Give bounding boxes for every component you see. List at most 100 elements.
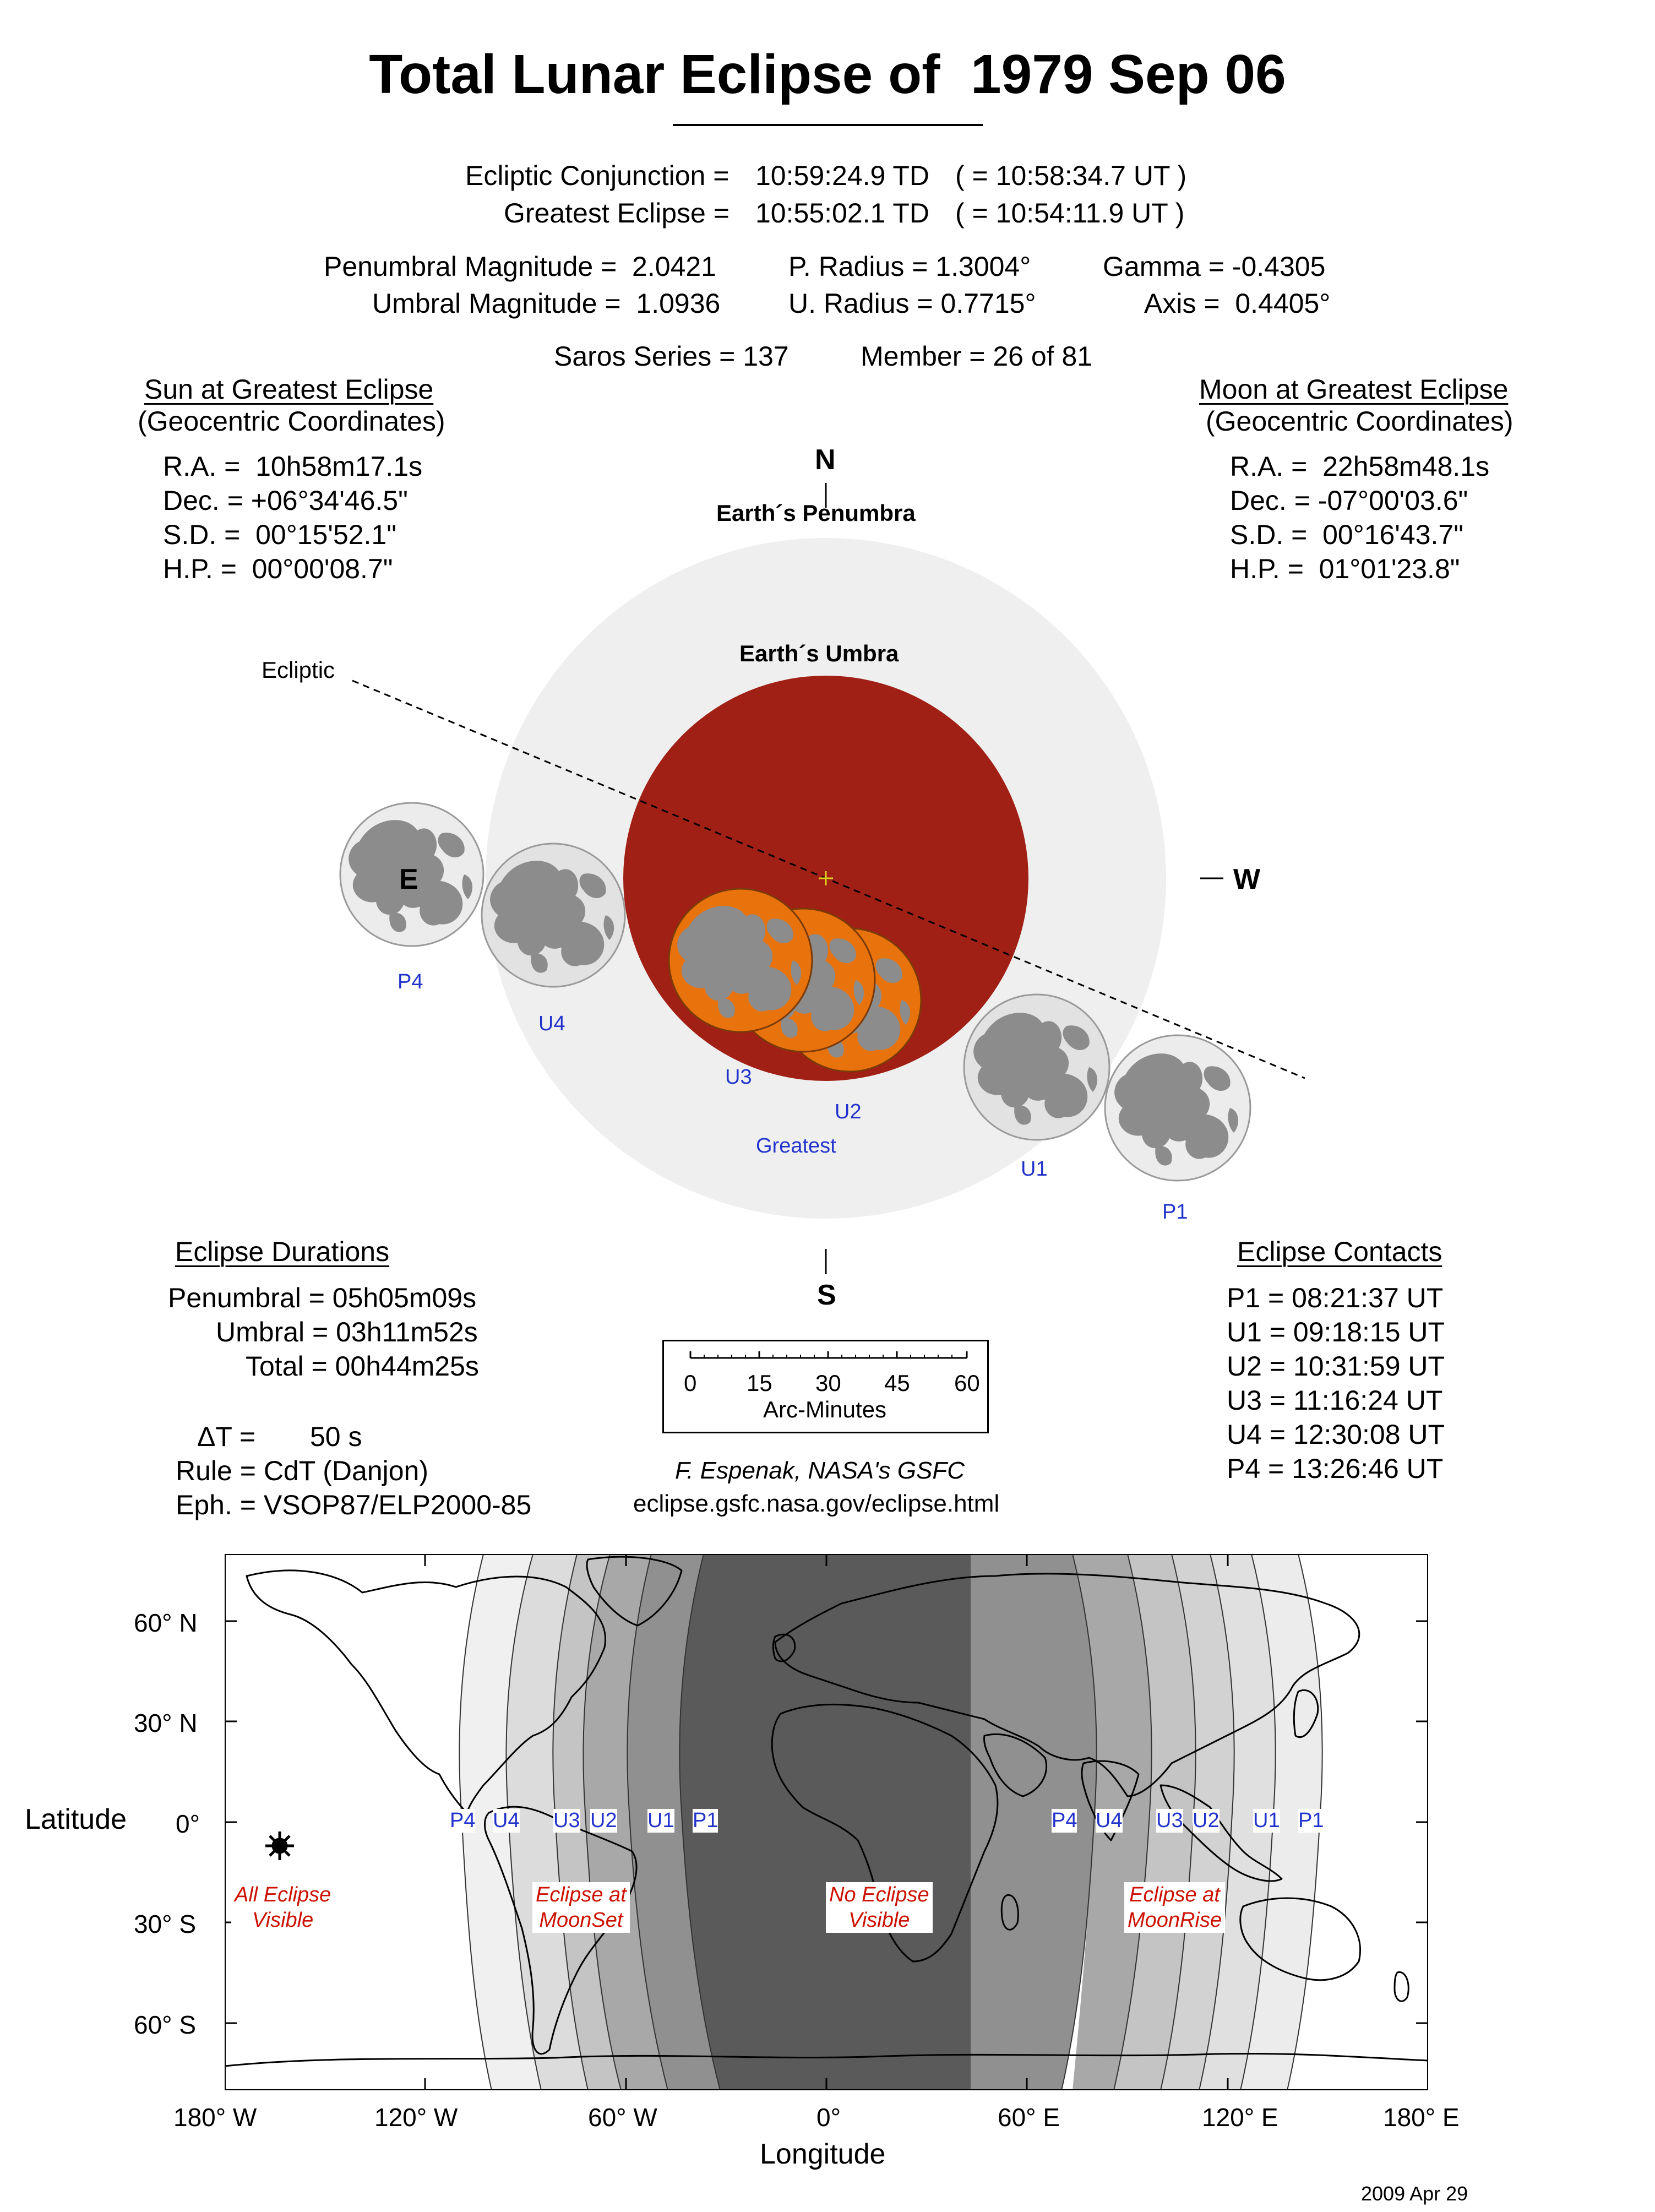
- east-label: E: [399, 863, 418, 895]
- penumbra-label: Earth´s Penumbra: [716, 500, 916, 526]
- saros-series: Saros Series = 137: [554, 341, 789, 372]
- zone-west-p1: [679, 1554, 971, 2090]
- delta-t-label: ΔT =: [197, 1421, 256, 1452]
- continent-new-zealand: [1393, 1971, 1409, 2002]
- lat-label-30n: 30° N: [134, 1709, 198, 1737]
- moon-u4: [481, 843, 626, 988]
- continent-south-america: [484, 1806, 638, 2055]
- moon-sd: S.D. = 00°16'43.7": [1230, 519, 1463, 550]
- contact-u2: U2 = 10:31:59 UT: [1227, 1351, 1445, 1382]
- contact-label-u2: U2: [835, 1100, 862, 1123]
- scale-tick-15: 15: [747, 1370, 772, 1396]
- zone-east-p1: [1240, 1554, 1322, 2090]
- moon-dec: Dec. = -07°00'03.6": [1230, 485, 1468, 516]
- sun-subheading: (Geocentric Coordinates): [138, 406, 445, 437]
- contact-label-p4: P4: [398, 970, 423, 993]
- sun-heading: Sun at Greatest Eclipse: [144, 374, 434, 405]
- map-xlabel: Longitude: [760, 2138, 886, 2170]
- contact-label-p1: P1: [1162, 1200, 1188, 1224]
- lon-label-120w: 120° W: [374, 2103, 458, 2132]
- scale-unit-label: Arc-Minutes: [763, 1396, 887, 1422]
- sun-ra: R.A. = 10h58m17.1s: [163, 451, 423, 482]
- map-zone-u3-east: U3: [1156, 1809, 1183, 1833]
- lat-label-0: 0°: [176, 1809, 200, 1838]
- title-underline: [673, 124, 983, 126]
- map-zone-u1-east: U1: [1253, 1809, 1280, 1833]
- contact-p4: P4 = 13:26:46 UT: [1227, 1453, 1444, 1484]
- axis: Axis = 0.4405°: [1144, 288, 1331, 319]
- contact-u1: U1 = 09:18:15 UT: [1227, 1317, 1445, 1347]
- map-ylabel: Latitude: [25, 1803, 127, 1835]
- map-zone-p1-west: P1: [693, 1809, 718, 1833]
- u-radius: U. Radius = 0.7715°: [788, 288, 1036, 319]
- contact-label-u4: U4: [538, 1012, 565, 1035]
- rule: Rule = CdT (Danjon): [176, 1455, 429, 1486]
- lon-label-0: 0°: [816, 2103, 841, 2132]
- ephemeris: Eph. = VSOP87/ELP2000-85: [176, 1490, 532, 1520]
- sun-dec: Dec. = +06°34'46.5": [163, 485, 408, 516]
- map-zone-u3-west: U3: [553, 1809, 580, 1833]
- lon-label-180w: 180° W: [173, 2103, 257, 2132]
- contact-label-u1: U1: [1021, 1157, 1048, 1181]
- region-moonset: Eclipse at MoonSet: [532, 1882, 630, 1933]
- lon-label-120e: 120° E: [1202, 2103, 1278, 2132]
- moon-hp: H.P. = 01°01'23.8": [1230, 553, 1460, 584]
- saros-member: Member = 26 of 81: [861, 341, 1093, 372]
- moon-subheading: (Geocentric Coordinates): [1206, 406, 1514, 437]
- map-zone-p1-east: P1: [1298, 1809, 1324, 1833]
- lon-label-60w: 60° W: [588, 2103, 657, 2132]
- scale-bar: [689, 1351, 968, 1359]
- contact-u3: U3 = 11:16:24 UT: [1227, 1385, 1443, 1416]
- lat-label-60s: 60° S: [134, 2010, 197, 2039]
- contact-label-greatest: Greatest: [756, 1134, 836, 1157]
- penumbral-magnitude: Penumbral Magnitude = 2.0421: [324, 251, 716, 282]
- eclipse-diagram: [339, 483, 1305, 1274]
- ecliptic-label: Ecliptic: [262, 657, 335, 683]
- scale-box: 0 15 30 45 60 Arc-Minutes: [662, 1340, 989, 1433]
- scale-tick-60: 60: [954, 1370, 980, 1396]
- continent-antarctica: [225, 2052, 1428, 2067]
- contact-p1: P1 = 08:21:37 UT: [1227, 1282, 1444, 1313]
- visibility-map: [225, 1554, 1428, 2090]
- map-zone-u4-west: U4: [493, 1809, 520, 1833]
- continent-japan: [1293, 1689, 1319, 1738]
- conjunction-label: Ecliptic Conjunction =: [465, 160, 729, 191]
- p-radius: P. Radius = 1.3004°: [788, 251, 1031, 282]
- continent-uk: [772, 1633, 796, 1662]
- lat-label-60n: 60° N: [134, 1608, 198, 1637]
- durations-heading: Eclipse Durations: [175, 1236, 390, 1267]
- moon-p4: [339, 802, 484, 947]
- continent-europe-asia: [774, 1573, 1360, 1797]
- duration-penumbral: Penumbral = 05h05m09s: [168, 1282, 477, 1313]
- continent-greenland: [586, 1556, 683, 1627]
- lon-label-60e: 60° E: [998, 2103, 1060, 2132]
- continent-north-america: [246, 1569, 606, 1814]
- map-zone-u2-east: U2: [1193, 1809, 1220, 1833]
- contacts-heading: Eclipse Contacts: [1237, 1236, 1442, 1267]
- sun-hp: H.P. = 00°00'08.7": [163, 553, 393, 584]
- sun-sd: S.D. = 00°15'52.1": [163, 519, 396, 550]
- continent-madagascar: [1000, 1894, 1019, 1931]
- moon-u1: [963, 993, 1110, 1141]
- region-moonrise: Eclipse at MoonRise: [1124, 1882, 1226, 1933]
- sun-icon: [265, 1831, 294, 1860]
- scale-tick-30: 30: [815, 1370, 841, 1396]
- conjunction-td: 10:59:24.9 TD: [755, 160, 929, 191]
- continent-australia: [1239, 1897, 1362, 1981]
- moon-p1: [1104, 1034, 1251, 1182]
- map-zone-u1-west: U1: [647, 1809, 674, 1833]
- map-zone-p4-east: P4: [1052, 1809, 1077, 1833]
- moon-u3: [668, 888, 813, 1033]
- zone-east-p4: [971, 1554, 1097, 2090]
- south-label: S: [817, 1279, 836, 1311]
- greatest-ut: ( = 10:54:11.9 UT ): [955, 198, 1185, 229]
- north-label: N: [815, 444, 836, 476]
- duration-umbral: Umbral = 03h11m52s: [216, 1317, 478, 1347]
- map-zone-p4-west: P4: [450, 1809, 476, 1833]
- continent-africa: [771, 1703, 999, 1963]
- region-all-visible: All Eclipse Visible: [231, 1882, 335, 1933]
- continent-arabia: [983, 1733, 1048, 1797]
- greatest-label: Greatest Eclipse =: [504, 198, 729, 229]
- credit-url: eclipse.gsfc.nasa.gov/eclipse.html: [633, 1490, 1000, 1517]
- delta-t-value: 50 s: [310, 1421, 362, 1452]
